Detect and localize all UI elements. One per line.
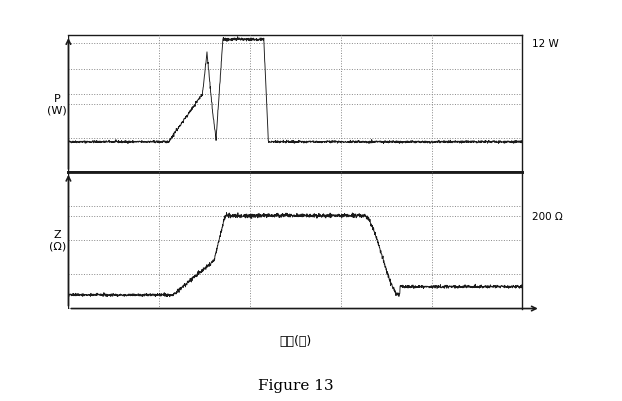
Text: 時間(秒): 時間(秒) [279,334,312,347]
Y-axis label: P
(W): P (W) [47,93,67,115]
Text: Figure 13: Figure 13 [258,378,333,392]
Text: 200 Ω: 200 Ω [532,211,562,221]
Y-axis label: Z
(Ω): Z (Ω) [49,230,66,251]
Text: 12 W: 12 W [532,39,559,49]
